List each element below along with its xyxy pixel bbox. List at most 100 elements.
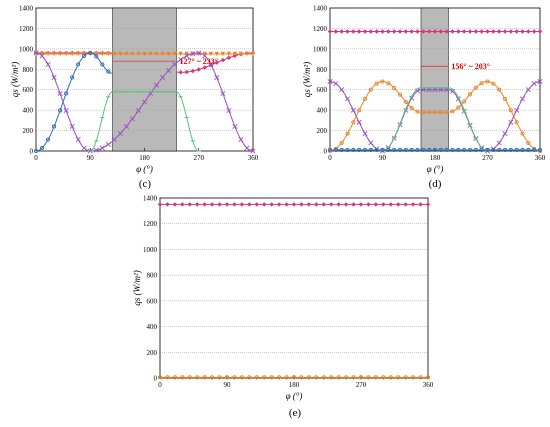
data-point xyxy=(350,107,356,113)
data-point xyxy=(438,110,443,115)
data-point xyxy=(299,375,304,380)
data-point xyxy=(202,202,207,207)
data-point xyxy=(479,81,484,86)
data-point xyxy=(187,375,192,380)
data-point xyxy=(118,51,123,57)
y-tick-label: 0 xyxy=(30,148,34,156)
data-point xyxy=(166,67,172,73)
x-axis-title: φ (°) xyxy=(427,164,444,174)
data-point xyxy=(184,53,190,59)
data-point xyxy=(339,29,344,34)
data-point xyxy=(368,140,374,146)
y-tick-label: 600 xyxy=(23,86,34,94)
data-point xyxy=(129,116,135,122)
series-blue xyxy=(33,50,113,154)
data-point xyxy=(250,148,256,154)
data-point xyxy=(432,110,438,115)
data-point xyxy=(373,375,378,380)
data-point xyxy=(154,51,159,57)
data-point xyxy=(187,202,192,207)
data-point xyxy=(397,147,403,153)
y-tick-label: 1200 xyxy=(19,25,34,33)
y-tick-label: 1200 xyxy=(143,220,158,228)
data-point xyxy=(157,202,163,207)
data-point xyxy=(333,29,339,34)
data-point xyxy=(362,29,368,34)
data-point xyxy=(327,29,333,34)
data-point xyxy=(514,147,519,153)
data-point xyxy=(532,147,537,153)
data-point xyxy=(75,51,81,57)
series-pink xyxy=(157,202,431,207)
data-point xyxy=(336,375,341,380)
data-point xyxy=(106,69,111,74)
x-tick-label: 90 xyxy=(224,381,232,389)
x-tick-label: 270 xyxy=(194,154,205,162)
data-point xyxy=(299,202,304,207)
data-point xyxy=(358,202,364,207)
data-point xyxy=(106,51,111,57)
data-point xyxy=(58,108,63,113)
data-point xyxy=(449,88,456,94)
y-axis-title: qs (W/m²) xyxy=(132,270,142,305)
panel-label: (d) xyxy=(429,178,442,190)
annotation-label: 127° ~ 233° xyxy=(179,57,218,66)
series-purple xyxy=(33,50,256,154)
y-tick-label: 200 xyxy=(23,127,34,135)
data-point xyxy=(525,87,531,93)
data-point xyxy=(362,131,368,137)
data-point xyxy=(64,91,69,96)
data-point xyxy=(314,202,319,207)
data-point xyxy=(142,51,147,57)
data-point xyxy=(136,51,141,57)
data-point xyxy=(462,147,467,153)
data-point xyxy=(456,147,461,153)
data-point xyxy=(247,375,252,380)
data-point xyxy=(420,87,426,93)
data-point xyxy=(202,51,207,57)
data-point xyxy=(392,85,397,91)
data-point xyxy=(426,29,432,34)
data-point xyxy=(196,67,201,72)
data-point xyxy=(63,107,69,114)
data-point xyxy=(100,62,105,67)
data-point xyxy=(450,147,455,153)
data-point xyxy=(351,375,356,380)
data-point xyxy=(456,105,461,110)
y-tick-label: 200 xyxy=(317,127,328,135)
data-point xyxy=(57,51,63,57)
data-point xyxy=(409,105,414,111)
data-point xyxy=(366,202,371,207)
data-point xyxy=(333,147,338,153)
data-point xyxy=(520,147,525,153)
data-point xyxy=(362,96,368,101)
data-point xyxy=(165,202,170,207)
data-point xyxy=(374,147,379,153)
data-point xyxy=(397,92,403,97)
data-point xyxy=(321,375,326,380)
y-axis-title: qs (W/m²) xyxy=(302,62,312,97)
data-point xyxy=(403,375,408,380)
data-point xyxy=(250,51,256,57)
data-point xyxy=(444,29,449,34)
annotation-label: 156° ~ 203° xyxy=(451,62,490,71)
data-point xyxy=(461,29,467,34)
x-tick-label: 0 xyxy=(158,381,162,389)
y-tick-label: 200 xyxy=(147,349,158,357)
data-point xyxy=(403,147,408,153)
y-tick-label: 400 xyxy=(147,323,158,331)
data-point xyxy=(343,202,349,207)
data-point xyxy=(409,147,414,153)
y-tick-label: 1000 xyxy=(143,246,158,254)
data-point xyxy=(178,51,183,57)
x-axis-title: φ (°) xyxy=(286,391,303,401)
data-point xyxy=(421,147,426,153)
data-point xyxy=(514,107,520,113)
data-point xyxy=(329,202,334,207)
data-point xyxy=(520,29,525,34)
data-point xyxy=(425,202,431,207)
data-point xyxy=(421,110,426,115)
data-point xyxy=(184,51,189,57)
data-point xyxy=(345,29,350,34)
data-point xyxy=(70,75,75,80)
